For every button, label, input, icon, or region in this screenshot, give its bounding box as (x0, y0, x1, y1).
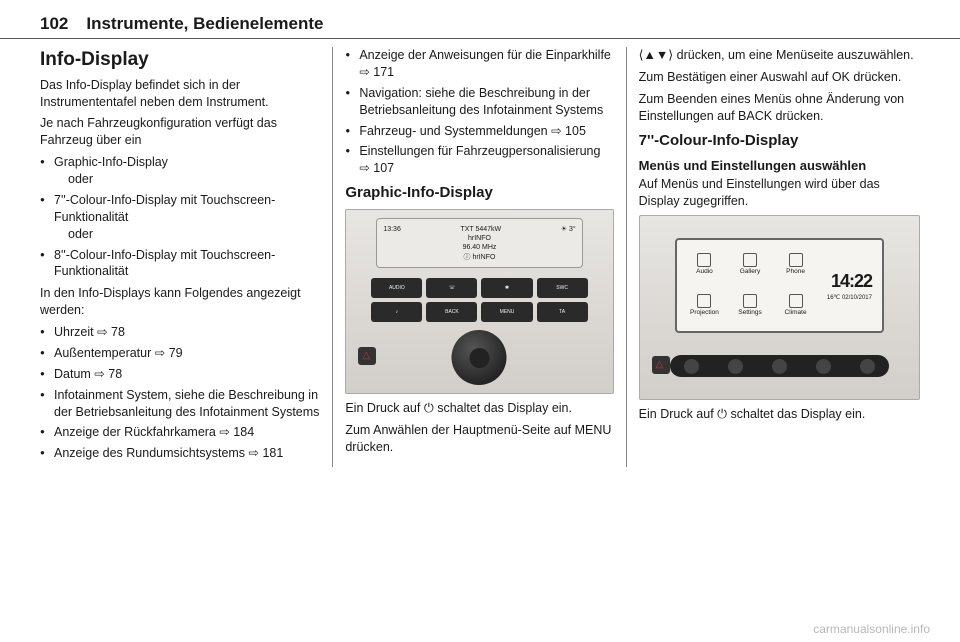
icon-label: Phone (786, 268, 805, 277)
paragraph: Ein Druck auf ⏻ schaltet das Display ein… (639, 406, 920, 423)
subsection-heading-graphic: Graphic-Info-Display (345, 183, 613, 203)
swc-button[interactable]: SWC (537, 278, 588, 298)
rotary-dial[interactable] (452, 330, 507, 385)
paragraph: Zum Bestätigen einer Auswahl auf OK drüc… (639, 69, 920, 86)
list-item: Anzeige der Anweisungen für die Einparkh… (345, 47, 613, 81)
tone-button[interactable]: ♪ (371, 302, 422, 322)
watermark: carmanualsonline.info (813, 622, 930, 636)
list-item: Außentemperatur ⇨ 79 (40, 345, 320, 362)
clock-widget: 14:22 16℃ 02/10/2017 (827, 269, 876, 301)
display-content-list-cont: Anzeige der Anweisungen für die Einparkh… (345, 47, 613, 177)
projection-icon-cell[interactable]: Projection (690, 294, 719, 318)
screen-txt: TXT 5447kW (460, 225, 501, 234)
ta-button[interactable]: TA (537, 302, 588, 322)
screen-time: 13:36 (383, 225, 401, 234)
icon-label: Climate (785, 309, 807, 318)
chapter-title: Instrumente, Bedienelemente (86, 14, 323, 34)
power-button[interactable] (684, 359, 699, 374)
list-item: Anzeige der Rückfahrkamera ⇨ 184 (40, 424, 320, 441)
icon-label: Gallery (740, 268, 761, 277)
audio-icon (697, 253, 711, 267)
section-heading-info-display: Info-Display (40, 47, 320, 73)
subsection-heading-7inch: 7''-Colour-Info-Display (639, 131, 920, 151)
content-columns: Info-Display Das Info-Display befindet s… (0, 39, 960, 467)
phone-button[interactable]: ☏ (426, 278, 477, 298)
screen-temp: ☀ 3° (561, 225, 576, 234)
list-item: Infotainment System, siehe die Beschreib… (40, 387, 320, 421)
home-button[interactable] (728, 359, 743, 374)
gallery-icon-cell[interactable]: Gallery (740, 253, 761, 277)
hazard-button[interactable] (652, 356, 670, 374)
list-item: 7''-Colour-Info-Display mit Touchscreen-… (40, 192, 320, 243)
paragraph: Das Info-Display befindet sich in der In… (40, 77, 320, 111)
list-item: 8''-Colour-Info-Display mit Touchscreen-… (40, 247, 320, 281)
paragraph: Auf Menüs und Einstellungen wird über da… (639, 176, 920, 210)
list-item: Einstellungen für Fahrzeugpersonalisieru… (345, 143, 613, 177)
list-item: Fahrzeug- und Systemmeldungen ⇨ 105 (345, 123, 613, 140)
list-item: Graphic-Info-Display oder (40, 154, 320, 188)
list-item: Anzeige des Rundumsichtsystems ⇨ 181 (40, 445, 320, 462)
paragraph: Ein Druck auf ⏻ schaltet das Display ein… (345, 400, 613, 417)
audio-button[interactable]: AUDIO (371, 278, 422, 298)
list-item: Navigation: siehe die Beschreibung in de… (345, 85, 613, 119)
icon-label: Settings (738, 309, 762, 318)
back-button[interactable]: BACK (426, 302, 477, 322)
column-2: Anzeige der Anweisungen für die Einparkh… (333, 47, 626, 467)
display-options-list: Graphic-Info-Display oder 7''-Colour-Inf… (40, 154, 320, 280)
menu-button[interactable]: MENU (481, 302, 532, 322)
screen-freq: 96.40 MHz (383, 243, 575, 252)
hazard-button[interactable] (358, 347, 376, 365)
colour-info-display-photo: Audio Gallery Phone 14:22 16℃ 02/10/2017… (639, 215, 920, 400)
climate-icon-cell[interactable]: Climate (785, 294, 807, 318)
inline-heading-menus: Menüs und Einstellungen auswählen (639, 157, 920, 175)
graphic-info-display-photo: 13:36 TXT 5447kW ☀ 3° hrINFO 96.40 MHz ⓘ… (345, 209, 613, 394)
audio-icon-cell[interactable]: Audio (696, 253, 713, 277)
next-button[interactable] (816, 359, 831, 374)
icon-label: Audio (696, 268, 713, 277)
climate-icon (789, 294, 803, 308)
screen-info: ⓘ hrINFO (383, 253, 575, 262)
list-item: Uhrzeit ⇨ 78 (40, 324, 320, 341)
star-button[interactable]: ✱ (481, 278, 532, 298)
paragraph: ⟨▲▼⟩ drücken, um eine Menüseite auszuwäh… (639, 47, 920, 64)
settings-icon (743, 294, 757, 308)
phone-icon (789, 253, 803, 267)
column-3: ⟨▲▼⟩ drücken, um eine Menüseite auszuwäh… (627, 47, 920, 467)
option-text: 7''-Colour-Info-Display mit Touchscreen-… (54, 193, 275, 224)
prev-button[interactable] (772, 359, 787, 374)
page-header: 102 Instrumente, Bedienelemente (0, 0, 960, 39)
screen-station: hrINFO (383, 234, 575, 243)
touchscreen[interactable]: Audio Gallery Phone 14:22 16℃ 02/10/2017… (675, 238, 884, 333)
projection-icon (697, 294, 711, 308)
display-content-list: Uhrzeit ⇨ 78 Außentemperatur ⇨ 79 Datum … (40, 324, 320, 462)
paragraph: Zum Anwählen der Hauptmenü-Seite auf MEN… (345, 422, 613, 456)
clock-date: 16℃ 02/10/2017 (827, 294, 872, 302)
column-1: Info-Display Das Info-Display befindet s… (40, 47, 333, 467)
list-item: Datum ⇨ 78 (40, 366, 320, 383)
phone-hw-button[interactable] (860, 359, 875, 374)
gallery-icon (743, 253, 757, 267)
clock-time: 14:22 (827, 269, 872, 293)
phone-icon-cell[interactable]: Phone (786, 253, 805, 277)
paragraph: Zum Beenden eines Menüs ohne Änderung vo… (639, 91, 920, 125)
control-strip (670, 355, 889, 377)
button-row-1: AUDIO ☏ ✱ SWC (371, 278, 587, 298)
page-number: 102 (40, 14, 68, 34)
button-row-2: ♪ BACK MENU TA (371, 302, 587, 322)
settings-icon-cell[interactable]: Settings (738, 294, 762, 318)
option-or: oder (68, 171, 320, 188)
photo-lcd-screen: 13:36 TXT 5447kW ☀ 3° hrINFO 96.40 MHz ⓘ… (376, 218, 582, 268)
option-text: Graphic-Info-Display (54, 155, 168, 169)
option-or: oder (68, 226, 320, 243)
icon-label: Projection (690, 309, 719, 318)
paragraph: Je nach Fahrzeugkonfiguration verfügt da… (40, 115, 320, 149)
paragraph: In den Info-Displays kann Folgendes ange… (40, 285, 320, 319)
